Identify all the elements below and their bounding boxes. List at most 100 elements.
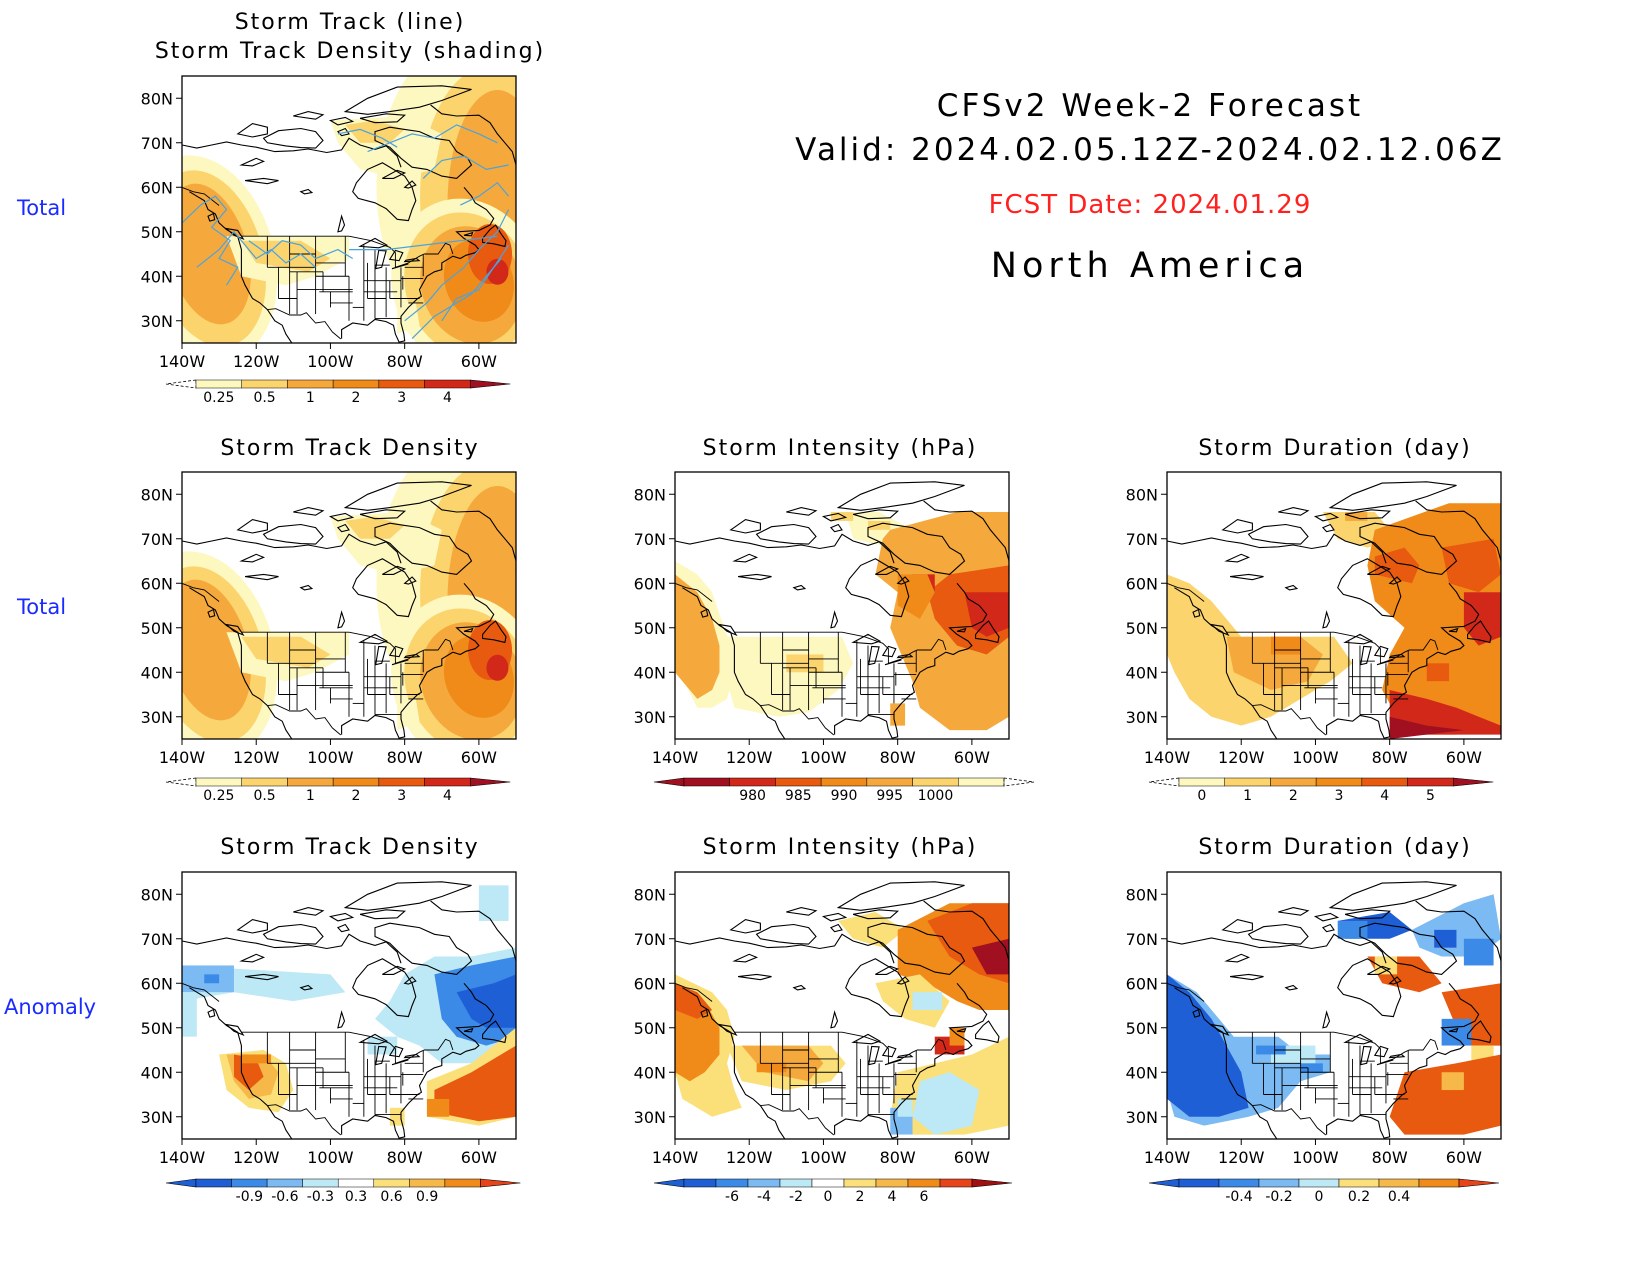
arctic-coast (182, 137, 402, 168)
lat-label: 40N (634, 1063, 666, 1082)
map-panel-storm-track: 80N 70N 60N 50N 40N 30N 140W 120W 100W 80W 60W (141, 75, 517, 371)
panel-2-title: Storm Track Density (220, 436, 480, 461)
colorbar-left-extend (1148, 777, 1180, 787)
map-frame (1166, 871, 1502, 1140)
lat-label: 70N (634, 930, 666, 949)
colorbar-left-extend (653, 777, 685, 787)
east-coast (834, 582, 988, 739)
lake-outline (375, 249, 387, 270)
shade-cell (241, 1054, 272, 1064)
west-coast (1174, 587, 1278, 739)
colorbar-label: 0.2 (1348, 1189, 1370, 1205)
panel-6-title: Storm Intensity (hPa) (702, 835, 978, 860)
island-outline (896, 576, 910, 585)
lon-label: 60W (461, 352, 497, 371)
lat-label: 40N (141, 1063, 173, 1082)
island-outline (374, 922, 473, 975)
lon-label: 100W (800, 1148, 847, 1167)
lon-label: 80W (880, 1148, 916, 1167)
island-outline (1321, 923, 1335, 933)
colorbar-left-extend (165, 379, 197, 389)
colorbar-label: 6 (920, 1189, 929, 1205)
island-outline (700, 608, 709, 618)
island-outline (293, 907, 325, 916)
greenland-coast (430, 900, 516, 975)
island-outline (786, 507, 818, 516)
colorbar-swatch (683, 777, 730, 787)
colorbar-right-extend (1458, 1178, 1500, 1188)
lake-outline (1376, 1059, 1394, 1066)
storm-track (337, 128, 398, 148)
shade-region (675, 983, 713, 1019)
colorbar-swatch (875, 1178, 909, 1188)
shade-region (1374, 547, 1420, 584)
lake-outline (239, 553, 266, 563)
west-coast (189, 191, 293, 343)
colorbar-label: -0.3 (307, 1189, 334, 1205)
lake-outline (1322, 1010, 1331, 1029)
colorbar-swatch (1418, 1178, 1460, 1188)
shade-region (241, 636, 331, 668)
lat-label: 30N (634, 708, 666, 727)
island-outline (374, 126, 473, 179)
island-outline (352, 558, 417, 618)
colorbar-swatch (373, 1178, 410, 1188)
lon-label: 120W (233, 352, 280, 371)
island-outline (1367, 565, 1392, 575)
island-outline (786, 907, 818, 916)
map-frame (181, 471, 517, 740)
island-outline (875, 565, 900, 575)
alaska-border (182, 982, 220, 1002)
west-coast (682, 987, 786, 1139)
east-coast (1326, 582, 1480, 739)
colorbar-swatch (424, 379, 471, 389)
colorbar-swatch (337, 1178, 375, 1188)
map-frame (1166, 471, 1502, 740)
lat-label: 50N (634, 619, 666, 638)
mexico-us-border (1252, 1104, 1327, 1136)
colorbar-swatch (1218, 1178, 1260, 1188)
lat-label: 30N (1126, 708, 1158, 727)
island-outline (262, 127, 324, 149)
lon-label: 100W (307, 352, 354, 371)
colorbar-label: 1 (1243, 788, 1252, 804)
lake-outline (1230, 973, 1264, 981)
lon-label: 140W (159, 352, 206, 371)
island-outline (729, 519, 761, 534)
political-boundaries (675, 582, 947, 736)
island-outline (700, 1008, 709, 1018)
lon-label: 80W (1372, 748, 1408, 767)
alaska-border (675, 582, 713, 602)
political-boundaries (182, 186, 454, 340)
colorbar-label: -2 (789, 1189, 803, 1205)
lat-label: 80N (634, 485, 666, 504)
colorbar-swatch (378, 777, 425, 787)
island-outline (343, 85, 472, 115)
island-outline (359, 909, 407, 920)
lon-label: 60W (461, 1148, 497, 1167)
colorbar-swatch (820, 777, 868, 787)
map-frame (674, 871, 1010, 1140)
lon-label: 100W (307, 748, 354, 767)
lon-label: 140W (652, 1148, 699, 1167)
shade-cell (949, 1027, 965, 1046)
political-boundaries (1167, 582, 1439, 736)
lon-label: 100W (307, 1148, 354, 1167)
island-outline (262, 923, 324, 945)
lake-outline (1224, 553, 1251, 563)
island-outline (382, 169, 407, 179)
island-outline (1209, 1023, 1230, 1037)
colorbar-swatch (1178, 777, 1225, 787)
map-frame (674, 471, 1010, 740)
lake-outline (738, 973, 772, 981)
lake-outline (299, 984, 314, 991)
island-outline (975, 620, 1000, 644)
shade-region (486, 258, 509, 285)
shade-region (971, 938, 1009, 975)
shade-region (875, 974, 950, 1028)
alaska-border (1167, 582, 1205, 602)
colorbar-label: 0.3 (345, 1189, 367, 1205)
colorbar-label: 0.5 (253, 390, 275, 406)
island-outline (1321, 523, 1335, 533)
row-label-total-2: Total (17, 595, 67, 619)
